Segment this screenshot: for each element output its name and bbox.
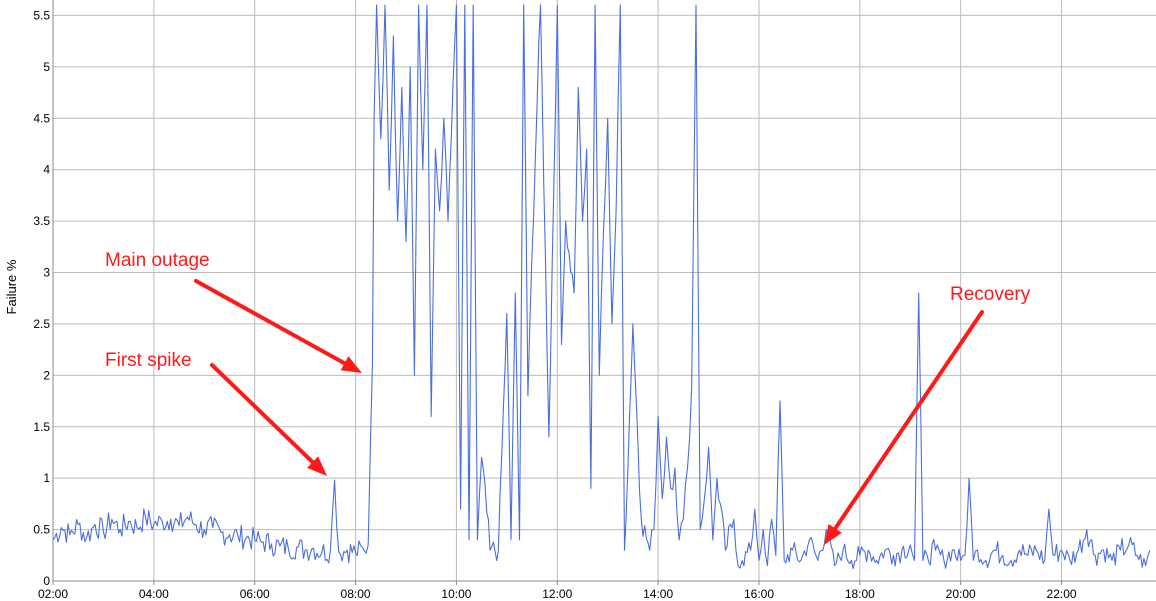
x-tick-label: 16:00 <box>744 587 774 601</box>
annotation-arrow-shaft <box>210 363 315 465</box>
annotation-label: Main outage <box>105 250 210 271</box>
y-tick-label: 2 <box>43 368 50 382</box>
y-tick-label: 0 <box>43 574 50 588</box>
annotation-arrow-shaft <box>833 310 984 531</box>
annotation-arrow-head <box>307 456 327 476</box>
y-tick-label: 4 <box>43 163 50 177</box>
annotation-label: First spike <box>105 350 192 371</box>
x-tick-label: 08:00 <box>341 587 371 601</box>
grid-lines <box>53 0 1156 581</box>
y-tick-label: 1 <box>43 471 50 485</box>
series-line-0 <box>52 4 1151 570</box>
x-tick-label: 04:00 <box>139 587 169 601</box>
x-tick-label: 10:00 <box>441 587 471 601</box>
y-tick-label: 4.5 <box>33 111 50 125</box>
y-tick-label: 3 <box>43 266 50 280</box>
x-tick-label: 14:00 <box>643 587 673 601</box>
y-tick-label: 3.5 <box>33 214 50 228</box>
y-tick-label: 0.5 <box>33 523 50 537</box>
annotation-label: Recovery <box>950 284 1031 305</box>
x-tick-label: 22:00 <box>1047 587 1077 601</box>
series-layer <box>52 4 1151 570</box>
annotation-arrow-shaft <box>194 279 347 366</box>
annotations: Main outage First spike Recovery <box>105 250 1031 545</box>
x-tick-label: 06:00 <box>240 587 270 601</box>
y-tick-label: 2.5 <box>33 317 50 331</box>
x-tick-label: 20:00 <box>946 587 976 601</box>
x-tick-labels: 02:00 04:00 06:00 08:00 10:00 12:00 14:00 16:00… <box>38 587 1077 601</box>
y-tick-label: 5.5 <box>33 8 50 22</box>
x-tick-label: 12:00 <box>542 587 572 601</box>
y-tick-label: 5 <box>43 60 50 74</box>
annotation-arrow-head <box>340 356 362 373</box>
y-axis-label: Failure % <box>4 259 19 314</box>
y-tick-labels: 0 0.5 1 1.5 2 2.5 3 3.5 4 4.5 5 5.5 <box>33 8 50 588</box>
x-tick-label: 18:00 <box>845 587 875 601</box>
annotation-arrow-head <box>824 523 842 545</box>
x-tick-label: 02:00 <box>38 587 68 601</box>
axes <box>52 0 1156 585</box>
y-tick-label: 1.5 <box>33 420 50 434</box>
